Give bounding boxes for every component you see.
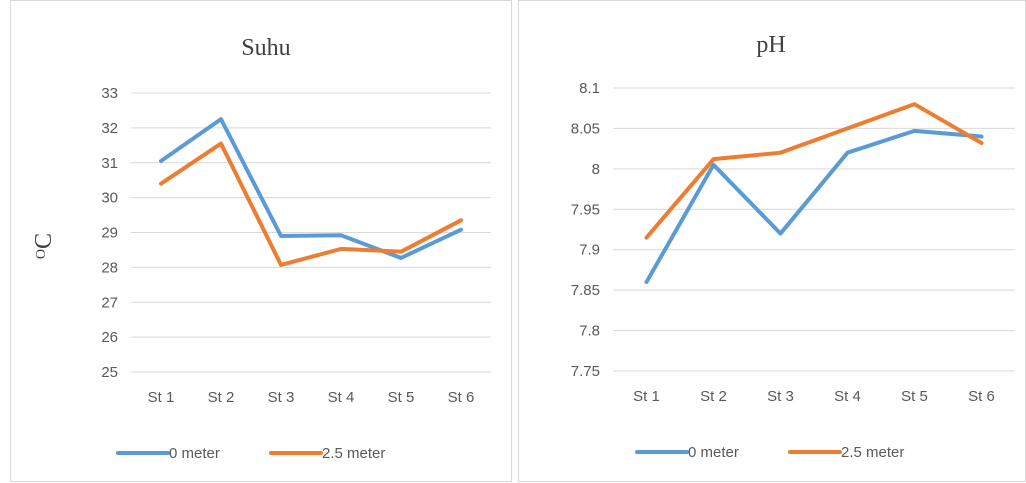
x-tick-label: St 2 xyxy=(700,388,727,405)
chart-ph: pH 7.75 7.8 7.85 7.9 7.95 8 8.05 8.1 St 1 St 2 St… xyxy=(571,32,1015,461)
x-tick-label: St 3 xyxy=(268,389,295,406)
y-tick-label: 30 xyxy=(101,190,118,207)
x-tick-label: St 4 xyxy=(834,388,861,405)
x-tick-label: St 6 xyxy=(968,388,995,405)
y-tick-label: 7.8 xyxy=(579,323,600,340)
x-tick-label: St 4 xyxy=(328,389,355,406)
y-tick-label: 7.85 xyxy=(571,282,600,299)
x-tick-label: St 2 xyxy=(208,389,235,406)
chart-title: Suhu xyxy=(241,35,290,61)
chart-panel-suhu: Suhu OC 25 26 27 28 29 30 31 32 33 St 1 St 2 St 3 S… xyxy=(10,0,512,482)
y-tick-label: 7.75 xyxy=(571,363,600,380)
y-tick-label: 8.05 xyxy=(571,120,600,137)
y-axis-label: OC xyxy=(31,233,57,259)
y-tick-label: 25 xyxy=(101,364,118,381)
y-tick-label: 28 xyxy=(101,259,118,276)
x-tick-label: St 3 xyxy=(767,388,794,405)
legend-label-0: 0 meter xyxy=(688,444,739,461)
chart-panel-ph: pH 7.75 7.8 7.85 7.9 7.95 8 8.05 8.1 St 1 St 2 St… xyxy=(518,0,1026,482)
legend-label-1: 2.5 meter xyxy=(322,445,385,462)
chart-title: pH xyxy=(756,32,785,58)
y-tick-label: 7.95 xyxy=(571,201,600,218)
x-tick-label: St 5 xyxy=(388,389,415,406)
y-tick-label: 29 xyxy=(101,225,118,242)
chart-suhu: Suhu OC 25 26 27 28 29 30 31 32 33 St 1 St 2 St 3 S… xyxy=(31,35,491,462)
y-tick-label: 32 xyxy=(101,120,118,137)
series-line-0 xyxy=(644,128,984,285)
x-tick-label: St 6 xyxy=(448,389,475,406)
series-line-1 xyxy=(159,141,463,267)
x-tick-label: St 1 xyxy=(148,389,175,406)
y-tick-label: 8.1 xyxy=(579,80,600,97)
y-tick-label: 26 xyxy=(101,329,118,346)
series-line-0 xyxy=(159,117,463,260)
y-tick-label: 7.9 xyxy=(579,242,600,259)
y-tick-label: 31 xyxy=(101,155,118,172)
y-tick-label: 27 xyxy=(101,294,118,311)
legend-label-0: 0 meter xyxy=(169,445,220,462)
legend-label-1: 2.5 meter xyxy=(841,444,904,461)
series-line-1 xyxy=(644,102,984,240)
x-tick-label: St 5 xyxy=(901,388,928,405)
y-tick-label: 8 xyxy=(592,161,600,178)
x-tick-label: St 1 xyxy=(633,388,660,405)
y-tick-label: 33 xyxy=(101,85,118,102)
